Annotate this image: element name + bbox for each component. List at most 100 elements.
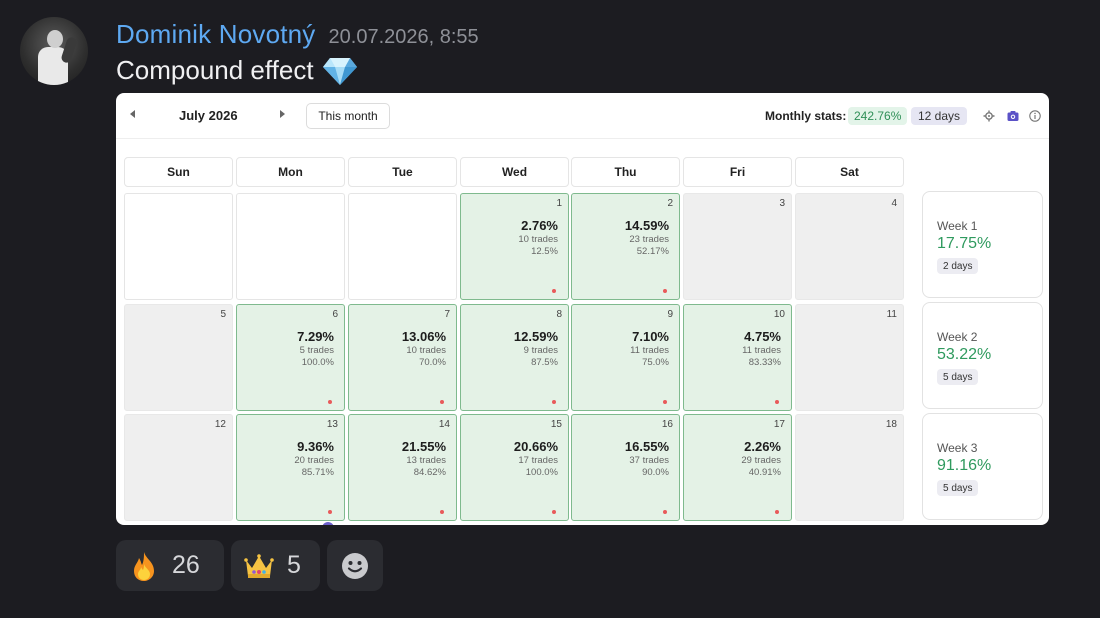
monthly-stats-label: Monthly stats: <box>765 109 847 123</box>
weekday-4: Thu <box>571 157 680 187</box>
loss-indicator-dot <box>328 400 332 404</box>
day-pnl-pct: 4.75% <box>744 329 781 344</box>
loss-indicator-dot <box>552 289 556 293</box>
message-header: Dominik Novotný 20.07.2026, 8:55 <box>116 19 479 49</box>
day-winrate: 40.91% <box>748 467 781 478</box>
week-pnl-pct: 17.75% <box>937 235 992 252</box>
day-cell[interactable]: 18 <box>795 414 904 521</box>
day-cell[interactable]: 3 <box>683 193 792 300</box>
day-winrate: 87.5% <box>531 357 558 368</box>
day-cell[interactable]: 9 7.10% 11 trades 75.0% <box>571 304 680 411</box>
crown-icon <box>243 550 275 582</box>
loss-indicator-dot <box>775 510 779 514</box>
weekday-6: Sat <box>795 157 904 187</box>
day-trade-count: 17 trades <box>518 455 558 466</box>
week-days-badge: 5 days <box>937 480 979 496</box>
weekday-2: Tue <box>348 157 457 187</box>
day-winrate: 75.0% <box>642 357 669 368</box>
gem-icon <box>322 56 358 86</box>
this-month-button[interactable]: This month <box>306 103 390 129</box>
fire-icon <box>128 550 160 582</box>
day-trade-count: 13 trades <box>406 455 446 466</box>
day-number: 2 <box>667 198 673 209</box>
day-number: 5 <box>220 309 226 320</box>
avatar[interactable] <box>20 17 88 85</box>
day-trade-count: 23 trades <box>629 234 669 245</box>
loss-indicator-dot <box>663 510 667 514</box>
next-month-icon[interactable] <box>280 110 285 118</box>
day-pnl-pct: 2.26% <box>744 439 781 454</box>
day-pnl-pct: 20.66% <box>513 439 558 454</box>
day-winrate: 100.0% <box>525 467 558 478</box>
week-pnl-pct: 53.22% <box>937 346 992 363</box>
day-cell[interactable]: 2 14.59% 23 trades 52.17% <box>571 193 680 300</box>
day-number: 11 <box>886 309 897 320</box>
day-trade-count: 11 trades <box>742 345 781 356</box>
monthly-stats-pct: 242.76% <box>848 107 908 125</box>
add-reaction-icon <box>341 552 369 580</box>
week-days-badge: 5 days <box>937 369 979 385</box>
week-label: Week 1 <box>937 219 978 233</box>
day-trade-count: 11 trades <box>630 345 669 356</box>
day-cell[interactable]: 8 12.59% 9 trades 87.5% <box>460 304 569 411</box>
weekday-5: Fri <box>683 157 792 187</box>
day-number: 14 <box>438 419 450 430</box>
week-summary-card[interactable]: Week 1 17.75% 2 days <box>922 191 1043 298</box>
camera-icon[interactable] <box>1007 109 1019 121</box>
day-cell[interactable]: 16 16.55% 37 trades 90.0% <box>571 414 680 521</box>
day-cell[interactable]: 14 21.55% 13 trades 84.62% <box>348 414 457 521</box>
calendar-screenshot[interactable]: July 2026 This month Monthly stats: 242.… <box>116 93 1049 525</box>
day-number: 6 <box>332 309 338 320</box>
day-trade-count: 5 trades <box>299 345 334 356</box>
weekday-0: Sun <box>124 157 233 187</box>
loss-indicator-dot <box>440 400 444 404</box>
week-summary-card[interactable]: Week 2 53.22% 5 days <box>922 302 1043 409</box>
loss-indicator-dot <box>663 400 667 404</box>
day-pnl-pct: 16.55% <box>624 439 669 454</box>
day-number: 17 <box>773 419 785 430</box>
day-number: 16 <box>661 419 673 430</box>
day-winrate: 100.0% <box>301 357 334 368</box>
avatar-figure-head <box>47 30 63 48</box>
message-text: Compound effect <box>116 55 358 86</box>
day-cell[interactable]: 7 13.06% 10 trades 70.0% <box>348 304 457 411</box>
info-icon[interactable] <box>1029 109 1041 122</box>
day-number: 3 <box>779 198 785 209</box>
day-cell[interactable]: 6 7.29% 5 trades 100.0% <box>236 304 345 411</box>
day-pnl-pct: 9.36% <box>297 439 334 454</box>
day-trade-count: 9 trades <box>523 345 558 356</box>
day-number: 10 <box>773 309 785 320</box>
loss-indicator-dot <box>552 400 556 404</box>
author-name[interactable]: Dominik Novotný <box>116 19 316 49</box>
loss-indicator-dot <box>440 510 444 514</box>
day-trade-count: 20 trades <box>294 455 334 466</box>
day-cell[interactable]: 13 9.36% 20 trades 85.71% <box>236 414 345 521</box>
day-cell[interactable]: 4 <box>795 193 904 300</box>
day-pnl-pct: 2.76% <box>521 218 558 233</box>
reaction-fire[interactable]: 26 <box>116 540 224 591</box>
day-cell[interactable]: 12 <box>124 414 233 521</box>
day-cell <box>236 193 345 300</box>
day-cell[interactable]: 17 2.26% 29 trades 40.91% <box>683 414 792 521</box>
day-pnl-pct: 13.06% <box>401 329 446 344</box>
week-days-badge: 2 days <box>937 258 979 274</box>
day-cell[interactable]: 1 2.76% 10 trades 12.5% <box>460 193 569 300</box>
add-reaction-button[interactable] <box>327 540 383 591</box>
prev-month-icon[interactable] <box>130 110 135 118</box>
day-number: 1 <box>556 198 562 209</box>
message-text-content: Compound effect <box>116 55 314 85</box>
week-summary-card[interactable]: Week 3 91.16% 5 days <box>922 413 1043 520</box>
day-pnl-pct: 21.55% <box>401 439 446 454</box>
day-winrate: 83.33% <box>748 357 781 368</box>
day-cell[interactable]: 15 20.66% 17 trades 100.0% <box>460 414 569 521</box>
day-cell[interactable]: 11 <box>795 304 904 411</box>
day-cell[interactable]: 10 4.75% 11 trades 83.33% <box>683 304 792 411</box>
day-winrate: 84.62% <box>413 467 446 478</box>
weekday-3: Wed <box>460 157 569 187</box>
reaction-crown[interactable]: 5 <box>231 540 320 591</box>
settings-icon[interactable] <box>983 109 995 122</box>
reaction-crown-count: 5 <box>287 551 301 579</box>
loss-indicator-dot <box>775 400 779 404</box>
day-number: 12 <box>214 419 226 430</box>
day-cell[interactable]: 5 <box>124 304 233 411</box>
